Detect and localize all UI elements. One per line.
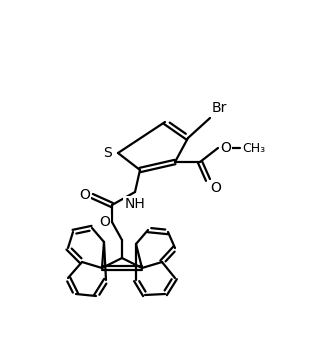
Text: Br: Br	[212, 101, 227, 115]
Text: O: O	[99, 215, 110, 229]
Text: O: O	[210, 181, 221, 195]
Text: O: O	[220, 141, 231, 155]
Text: S: S	[104, 146, 112, 160]
Text: O: O	[79, 188, 90, 202]
Text: CH₃: CH₃	[242, 141, 265, 155]
Text: NH: NH	[124, 197, 145, 211]
